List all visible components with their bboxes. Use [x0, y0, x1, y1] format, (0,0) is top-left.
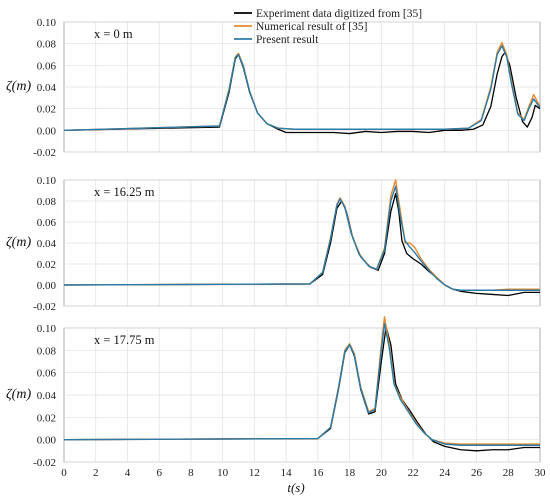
- x-tick-label: 12: [249, 467, 260, 479]
- y-tick-label: 0.02: [37, 412, 56, 424]
- y-tick-label: 0.02: [37, 259, 56, 271]
- y-axis-label: ζ(m): [6, 387, 31, 402]
- y-tick-label: 0.04: [37, 82, 57, 94]
- y-tick-label: 0.04: [37, 390, 57, 402]
- y-tick-label: 0.00: [37, 125, 57, 137]
- y-tick-label: 0.06: [37, 60, 57, 72]
- y-tick-label: 0.08: [37, 196, 57, 208]
- y-tick-label: 0.00: [37, 435, 57, 447]
- x-tick-label: 16: [312, 467, 324, 479]
- x-tick-label: 4: [125, 467, 131, 479]
- y-tick-label: 0.04: [37, 238, 57, 250]
- x-tick-label: 26: [471, 467, 483, 479]
- series-line-2: [63, 41, 541, 132]
- panel-label: x = 16.25 m: [94, 185, 155, 199]
- legend-entry: Experiment data digitized from [35]: [256, 8, 422, 20]
- y-tick-label: 0.08: [37, 39, 57, 51]
- y-tick-label: -0.02: [33, 457, 56, 469]
- y-axis-label: ζ(m): [6, 79, 31, 94]
- y-tick-label: 0.08: [37, 345, 57, 357]
- x-axis-label: t(s): [287, 480, 304, 495]
- series-line-3: [63, 185, 540, 291]
- x-tick-label: 18: [344, 467, 356, 479]
- x-tick-label: 30: [535, 467, 547, 479]
- series-line-3: [63, 45, 541, 132]
- series-line-3: [63, 322, 540, 446]
- panel-label: x = 17.75 m: [94, 333, 155, 347]
- y-axis-label: ζ(m): [6, 235, 31, 250]
- x-tick-label: 2: [93, 467, 99, 479]
- series-line-1: [63, 193, 540, 297]
- y-tick-label: 0.06: [37, 217, 57, 229]
- x-tick-label: 24: [439, 467, 451, 479]
- panel-label: x = 0 m: [94, 27, 133, 41]
- x-tick-label: 20: [376, 467, 388, 479]
- y-tick-label: 0.06: [37, 368, 57, 380]
- x-tick-label: 0: [61, 467, 67, 479]
- y-tick-label: 0.00: [37, 280, 57, 292]
- x-tick-label: 6: [156, 467, 162, 479]
- legend-entry: Present result: [256, 34, 319, 46]
- y-tick-label: -0.02: [33, 301, 56, 313]
- legend-entry: Numerical result of [35]: [256, 21, 367, 33]
- y-tick-label: 0.10: [37, 17, 57, 29]
- x-tick-label: 22: [408, 467, 419, 479]
- y-tick-label: 0.10: [37, 323, 57, 335]
- y-tick-label: 0.02: [37, 104, 56, 116]
- series-line-1: [63, 51, 541, 135]
- x-tick-label: 14: [281, 467, 293, 479]
- y-tick-label: -0.02: [33, 147, 56, 159]
- x-tick-label: 28: [503, 467, 515, 479]
- y-tick-label: 0.10: [37, 175, 57, 187]
- x-tick-label: 8: [188, 467, 194, 479]
- x-tick-label: 10: [217, 467, 229, 479]
